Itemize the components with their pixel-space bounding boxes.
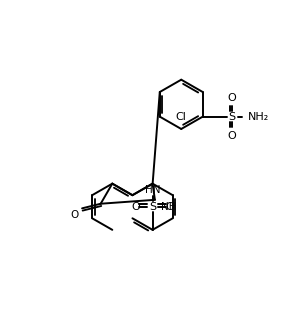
Text: S: S bbox=[149, 202, 156, 212]
Text: O: O bbox=[131, 202, 140, 212]
Text: O: O bbox=[70, 210, 78, 220]
Text: NH₂: NH₂ bbox=[248, 112, 269, 122]
Text: O: O bbox=[228, 131, 237, 141]
Text: NH: NH bbox=[161, 202, 177, 212]
Text: S: S bbox=[229, 112, 236, 122]
Text: O: O bbox=[228, 93, 237, 103]
Text: HN: HN bbox=[145, 185, 160, 195]
Text: O: O bbox=[165, 202, 174, 212]
Text: Cl: Cl bbox=[176, 112, 187, 122]
